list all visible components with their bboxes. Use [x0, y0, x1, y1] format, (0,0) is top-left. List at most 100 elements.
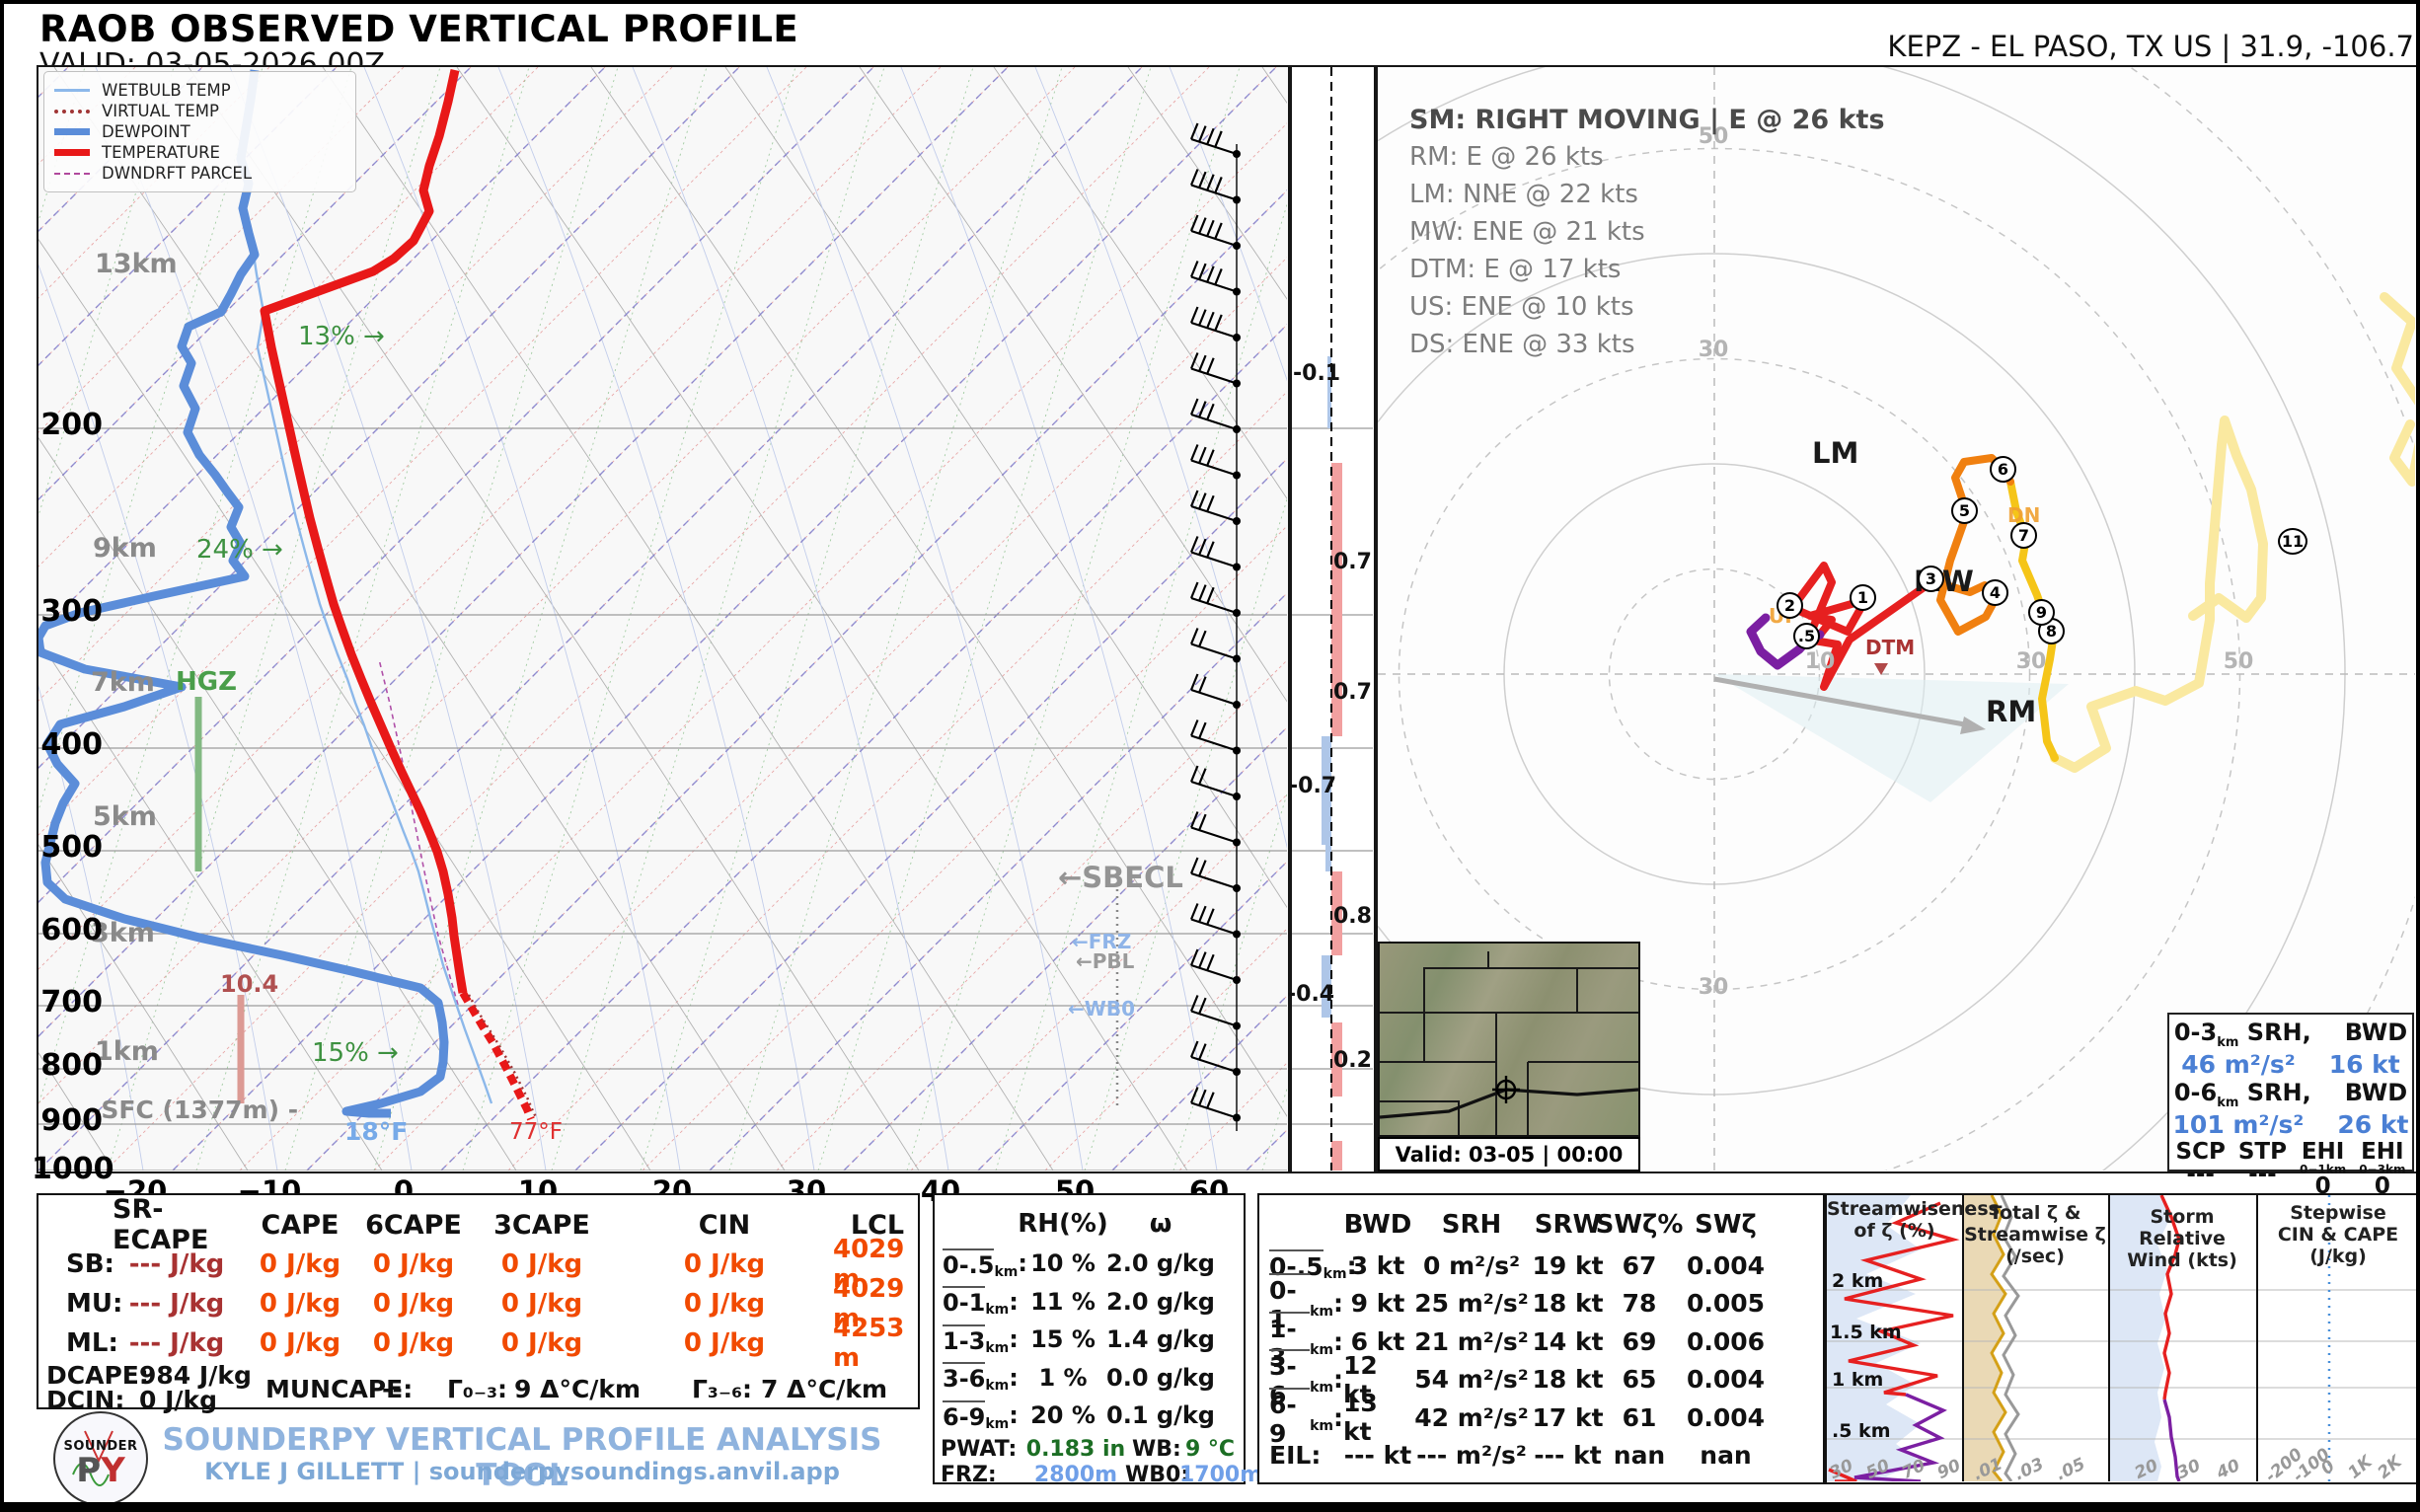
sbecl-label: ←SBECL [1058, 861, 1183, 894]
pressure-label: 400 [40, 727, 103, 762]
layer-value: 0.7 [1333, 680, 1372, 705]
footer-author: KYLE J GILLETT | sounderpysoundings.anvi… [204, 1458, 840, 1485]
ring-label-30: 30 [1698, 338, 1729, 362]
srw-6-9: 17 kt [1532, 1402, 1604, 1432]
layer-value: 0.8 [1333, 904, 1372, 929]
neg-bar [1325, 845, 1331, 871]
muncape-label: MUNCAPE: [265, 1375, 414, 1403]
ring-label-30-right: 30 [2015, 649, 2047, 674]
wind-barb-column [1189, 122, 1241, 1131]
muncape-value: -- [382, 1375, 403, 1403]
pressure-label: 1000 [32, 1152, 114, 1186]
pos-bar [1331, 1141, 1342, 1171]
swz-6-9: 0.004 [1686, 1402, 1766, 1432]
hodo-marker-11km: 11 [2278, 528, 2307, 555]
moist-adiabats [38, 67, 1287, 1171]
wetbulb-line-icon [54, 89, 90, 92]
dwndrft-line-icon [54, 172, 90, 175]
layer-value: -0.7 [1289, 774, 1337, 798]
ml-cin: 0 J/kg [683, 1328, 766, 1358]
hodo-marker-9km: 9 [2028, 599, 2055, 626]
srw-header: SRW [1534, 1210, 1602, 1240]
sb-srecape: --- J/kg [128, 1249, 225, 1279]
srw-0-05: 19 kt [1532, 1250, 1604, 1280]
p1-ylabel-1km: 1 km [1832, 1369, 1884, 1391]
bwd-0-6-value: 26 kt [2337, 1109, 2409, 1139]
location-map-inset [1378, 942, 1640, 1137]
swzp-0-1: 78 [1622, 1289, 1657, 1319]
p1-ylabel-15km: 1.5 km [1830, 1322, 1902, 1343]
srh-0-05: 0 m²/s² [1422, 1250, 1521, 1280]
layer-values-chart [1292, 67, 1373, 1171]
frz-value: 2800m [1033, 1463, 1118, 1487]
height-label-13km: 13km [95, 249, 178, 279]
pos-bar [1331, 463, 1342, 615]
mu-3cape: 0 J/kg [500, 1289, 583, 1319]
pressure-label: 700 [40, 985, 103, 1020]
pressure-label: 500 [40, 830, 103, 865]
stp-column: STP --- [2237, 1138, 2287, 1187]
station-label: KEPZ - EL PASO, TX US | 31.9, -106.7 [1887, 30, 2414, 63]
dcin-label: DCIN: [46, 1386, 125, 1414]
dewpoint-curve [38, 69, 449, 1118]
scp-column: SCP --- [2175, 1138, 2226, 1187]
rh-0-05: 10 % [1030, 1249, 1096, 1278]
swz-3-6: 0.004 [1686, 1365, 1766, 1395]
ml-3cape: 0 J/kg [500, 1328, 583, 1358]
surface-label: -SFC (1377m) - [91, 1096, 299, 1124]
row-label: 3-6 km: [943, 1362, 1019, 1394]
col-header: CAPE [261, 1209, 340, 1241]
layer-value: -0.1 [1293, 361, 1341, 386]
temperature-dashed-segment [459, 990, 535, 1121]
swz-1-3: 0.006 [1686, 1326, 1766, 1356]
swzeta-pct-header: SWζ% [1595, 1210, 1684, 1240]
srh-0-6-value: 101 m²/s² [2172, 1109, 2305, 1139]
neg-bar [1327, 356, 1331, 428]
bwd-0-3-value: 16 kt [2328, 1049, 2400, 1079]
row-label: 6-9 km: [943, 1399, 1019, 1432]
legend-temperature: TEMPERATURE [102, 143, 220, 162]
mu-cape: 0 J/kg [259, 1289, 341, 1319]
logo-text-py: PY [76, 1451, 125, 1490]
moisture-table: RH(%) ω 0-.5 km: 10 % 2.0 g/kg 0-1 km: 11 … [933, 1193, 1262, 1487]
pos-bar [1331, 615, 1342, 736]
hodo-marker-3km: 3 [1918, 566, 1944, 592]
col-header: LCL [850, 1209, 905, 1241]
gamma-3-6-label: Γ₃₋₆: [692, 1375, 753, 1403]
bwd-3-6: 12 kt [1343, 1350, 1378, 1408]
bwd-0-1: 9 kt [1350, 1289, 1405, 1319]
col-header: CIN [698, 1209, 751, 1241]
ring-label-50: 50 [1698, 124, 1729, 149]
hodo-marker-7km: 7 [2010, 522, 2037, 549]
rh-header: RH(%) [1018, 1209, 1108, 1239]
bwd-0-05: 3 kt [1350, 1250, 1405, 1280]
hodo-marker-05km: .5 [1793, 623, 1820, 649]
hodo-marker-4km: 4 [1982, 579, 2008, 606]
p4-title: Stepwise CIN & CAPE (J/kg) [2277, 1202, 2399, 1267]
rh-0-1: 11 % [1030, 1287, 1096, 1316]
height-label-5km: 5km [93, 801, 157, 832]
legend-wetbulb: WETBULB TEMP [102, 81, 231, 100]
wb-label: WB: [1132, 1437, 1181, 1462]
storm-motion-header: SM: RIGHT MOVING | E @ 26 kts [1409, 105, 1885, 135]
mu-srecape: --- J/kg [128, 1289, 225, 1319]
map-valid-caption: Valid: 03-05 | 00:00 [1378, 1137, 1640, 1172]
swz-0-1: 0.005 [1686, 1289, 1766, 1319]
hgz-label: HGZ [176, 667, 237, 697]
dewpoint-line-icon [54, 128, 90, 135]
p1-ylabel-2km: 2 km [1832, 1270, 1884, 1292]
srh-1-3: 21 m²/s² [1414, 1326, 1529, 1356]
height-label-1km: 1km [95, 1036, 159, 1067]
mixing-ratio-lines [38, 67, 1287, 1171]
rh-arrow-15: 15% → [312, 1038, 399, 1068]
frz-label: ←FRZ [1072, 930, 1132, 953]
height-label-3km: 3km [91, 918, 155, 948]
col-header: 3CAPE [493, 1209, 590, 1241]
legend-dwndrft: DWNDRFT PARCEL [102, 164, 253, 183]
ring-label-30-bottom: 30 [1698, 975, 1729, 1000]
w-0-1: 2.0 g/kg [1106, 1287, 1215, 1316]
srh-0-6-label: 0-6km SRH, [2173, 1078, 2311, 1110]
pos-bar [1331, 1022, 1342, 1096]
surface-temp-label: 77°F [509, 1119, 563, 1145]
